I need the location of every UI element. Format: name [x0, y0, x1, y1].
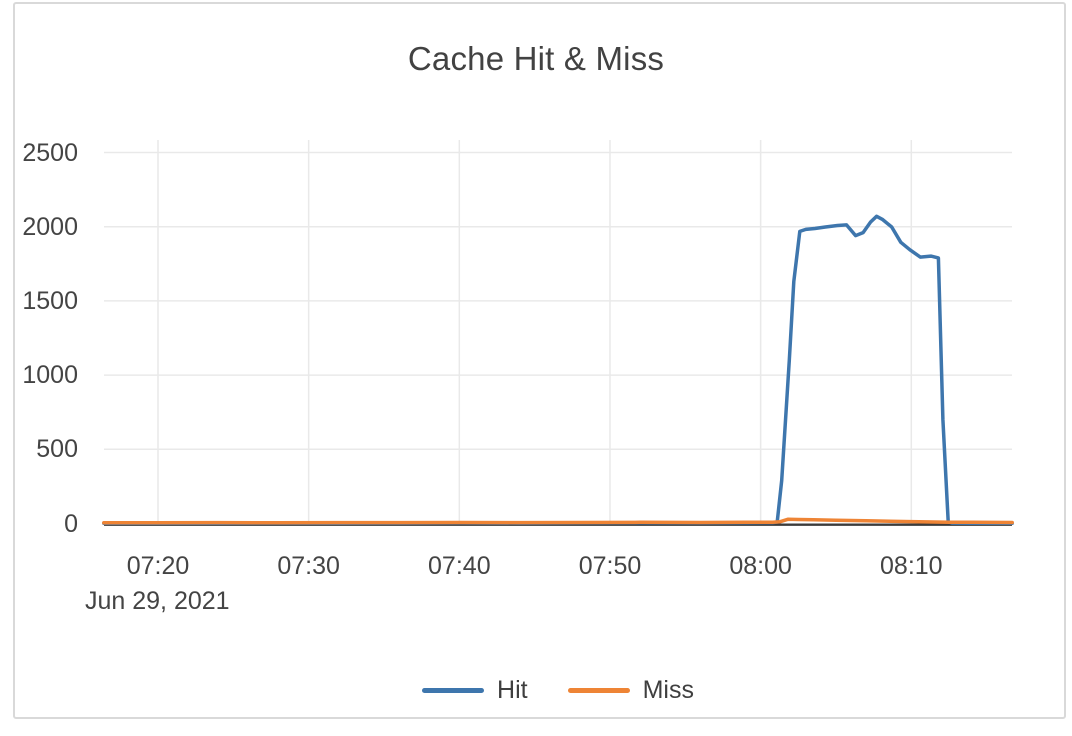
- hit-line-swatch-icon: [422, 687, 485, 693]
- x-tick-label: 07:20: [126, 552, 190, 580]
- legend-label-miss: Miss: [642, 675, 694, 704]
- x-tick-label: 07:30: [277, 552, 340, 580]
- legend-item-miss[interactable]: Miss: [567, 675, 694, 705]
- legend: Hit Miss: [104, 671, 1012, 709]
- y-tick-label: 1000: [22, 361, 78, 390]
- y-tick-label: 1500: [22, 286, 78, 315]
- miss-line: [102, 517, 1014, 525]
- hit-line: [102, 214, 1014, 525]
- y-tick-label: 2000: [22, 212, 78, 241]
- x-tick-label: 08:00: [729, 552, 792, 580]
- x-axis-date-label: Jun 29, 2021: [85, 587, 230, 615]
- y-tick-label: 500: [36, 435, 78, 464]
- legend-item-hit[interactable]: Hit: [422, 676, 528, 705]
- x-tick-label: 07:40: [428, 552, 491, 580]
- chart-title: Cache Hit & Miss: [407, 40, 665, 77]
- y-tick-label: 0: [64, 509, 78, 538]
- x-tick-label: 08:10: [880, 552, 943, 580]
- chart-card: [13, 2, 1066, 719]
- legend-label-hit: Hit: [497, 675, 528, 704]
- x-tick-label: 07:50: [578, 552, 642, 580]
- miss-line-swatch-icon: [567, 687, 630, 693]
- y-tick-label: 2500: [22, 138, 78, 167]
